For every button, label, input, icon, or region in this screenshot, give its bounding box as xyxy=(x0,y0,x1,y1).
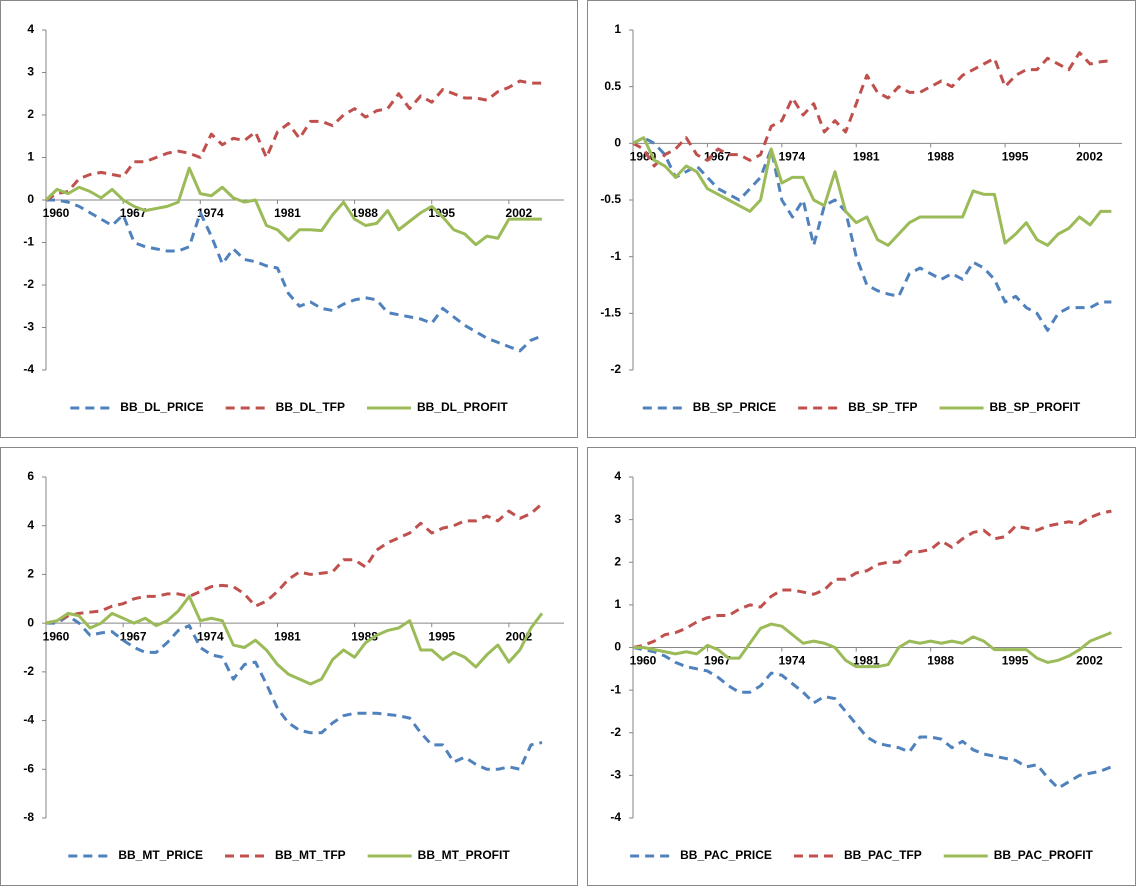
y-tick-label: 3 xyxy=(27,65,34,79)
series-line xyxy=(45,79,542,202)
series-line xyxy=(632,509,1112,649)
x-tick-label: 1974 xyxy=(778,150,805,164)
y-tick-label: 1 xyxy=(27,150,34,164)
y-tick-label: 4 xyxy=(27,518,34,532)
x-tick-label: 2002 xyxy=(506,206,533,220)
y-tick-label: -4 xyxy=(23,362,34,376)
y-tick-label: -1 xyxy=(23,235,34,249)
series-line xyxy=(45,502,543,625)
x-tick-label: 1981 xyxy=(274,629,301,643)
chart-border xyxy=(0,0,578,438)
y-tick-label: 4 xyxy=(27,22,34,36)
y-tick-label: -4 xyxy=(23,713,34,727)
y-tick-label: 1 xyxy=(614,22,621,36)
y-tick-label: -2 xyxy=(610,362,621,376)
y-tick-label: 0 xyxy=(27,615,34,629)
y-tick-label: -3 xyxy=(23,320,34,334)
legend-label: BB_SP_TFP xyxy=(848,400,917,414)
x-tick-label: 1988 xyxy=(351,206,378,220)
x-tick-label: 1967 xyxy=(120,629,147,643)
series-line xyxy=(45,594,544,686)
legend-label: BB_DL_PROFIT xyxy=(417,400,508,414)
x-tick-label: 1960 xyxy=(43,206,70,220)
x-tick-label: 1960 xyxy=(630,654,657,668)
y-tick-label: 6 xyxy=(27,469,34,483)
legend-label: BB_MT_TFP xyxy=(275,848,346,862)
y-tick-label: -2 xyxy=(23,664,34,678)
x-tick-label: 1995 xyxy=(1002,150,1029,164)
x-tick-label: 1981 xyxy=(274,206,301,220)
x-tick-label: 1974 xyxy=(778,654,805,668)
x-tick-label: 1981 xyxy=(853,150,880,164)
y-tick-label: -1.5 xyxy=(600,306,621,320)
y-tick-label: 0 xyxy=(27,192,34,206)
y-tick-label: 2 xyxy=(27,107,34,121)
x-tick-label: 1967 xyxy=(704,150,731,164)
y-tick-label: 3 xyxy=(614,512,621,526)
x-tick-label: 1960 xyxy=(43,629,70,643)
legend-label: BB_MT_PRICE xyxy=(118,848,203,862)
y-tick-label: 2 xyxy=(614,554,621,568)
y-tick-label: -1 xyxy=(610,682,621,696)
series-line xyxy=(46,614,543,771)
y-tick-label: 2 xyxy=(27,567,34,581)
series-line xyxy=(46,198,543,353)
x-tick-label: 2002 xyxy=(1076,150,1103,164)
x-tick-label: 2002 xyxy=(1076,654,1103,668)
y-tick-label: -2 xyxy=(23,277,34,291)
legend-label: BB_PAC_TFP xyxy=(844,848,922,862)
y-tick-label: 0.5 xyxy=(604,79,621,93)
line-chart: -4 -3 -2 -1 0 1 2 3 4 1960 1967 1974 1981 1988 1995 200… xyxy=(587,447,1136,886)
y-tick-label: -0.5 xyxy=(600,192,621,206)
legend-label: BB_SP_PRICE xyxy=(693,400,776,414)
y-tick-label: -4 xyxy=(610,810,621,824)
y-tick-label: -8 xyxy=(23,810,34,824)
series-line xyxy=(632,646,1112,790)
legend-label: BB_DL_PRICE xyxy=(120,400,203,414)
legend-label: BB_PAC_PRICE xyxy=(680,848,772,862)
y-tick-label: -6 xyxy=(23,761,34,775)
legend-label: BB_PAC_PROFIT xyxy=(994,848,1094,862)
x-tick-label: 1981 xyxy=(853,654,880,668)
x-tick-label: 1967 xyxy=(704,654,731,668)
legend-label: BB_MT_PROFIT xyxy=(418,848,511,862)
chart-border xyxy=(0,447,578,886)
series-line xyxy=(632,136,1112,332)
y-tick-label: 0 xyxy=(614,640,621,654)
series-line xyxy=(44,166,542,247)
y-tick-label: 0 xyxy=(614,136,621,150)
y-tick-label: 1 xyxy=(614,597,621,611)
y-tick-label: -2 xyxy=(610,725,621,739)
legend-label: BB_DL_TFP xyxy=(276,400,345,414)
x-tick-label: 1974 xyxy=(197,629,224,643)
x-tick-label: 1988 xyxy=(927,654,954,668)
series-line xyxy=(633,622,1112,669)
legend-label: BB_SP_PROFIT xyxy=(990,400,1081,414)
series-line xyxy=(632,136,1112,247)
x-tick-label: 1988 xyxy=(927,150,954,164)
series-line xyxy=(632,51,1112,168)
x-tick-label: 1995 xyxy=(1002,654,1029,668)
y-tick-label: 4 xyxy=(614,469,621,483)
x-tick-label: 1995 xyxy=(428,629,455,643)
y-tick-label: -3 xyxy=(610,768,621,782)
y-tick-label: -1 xyxy=(610,249,621,263)
